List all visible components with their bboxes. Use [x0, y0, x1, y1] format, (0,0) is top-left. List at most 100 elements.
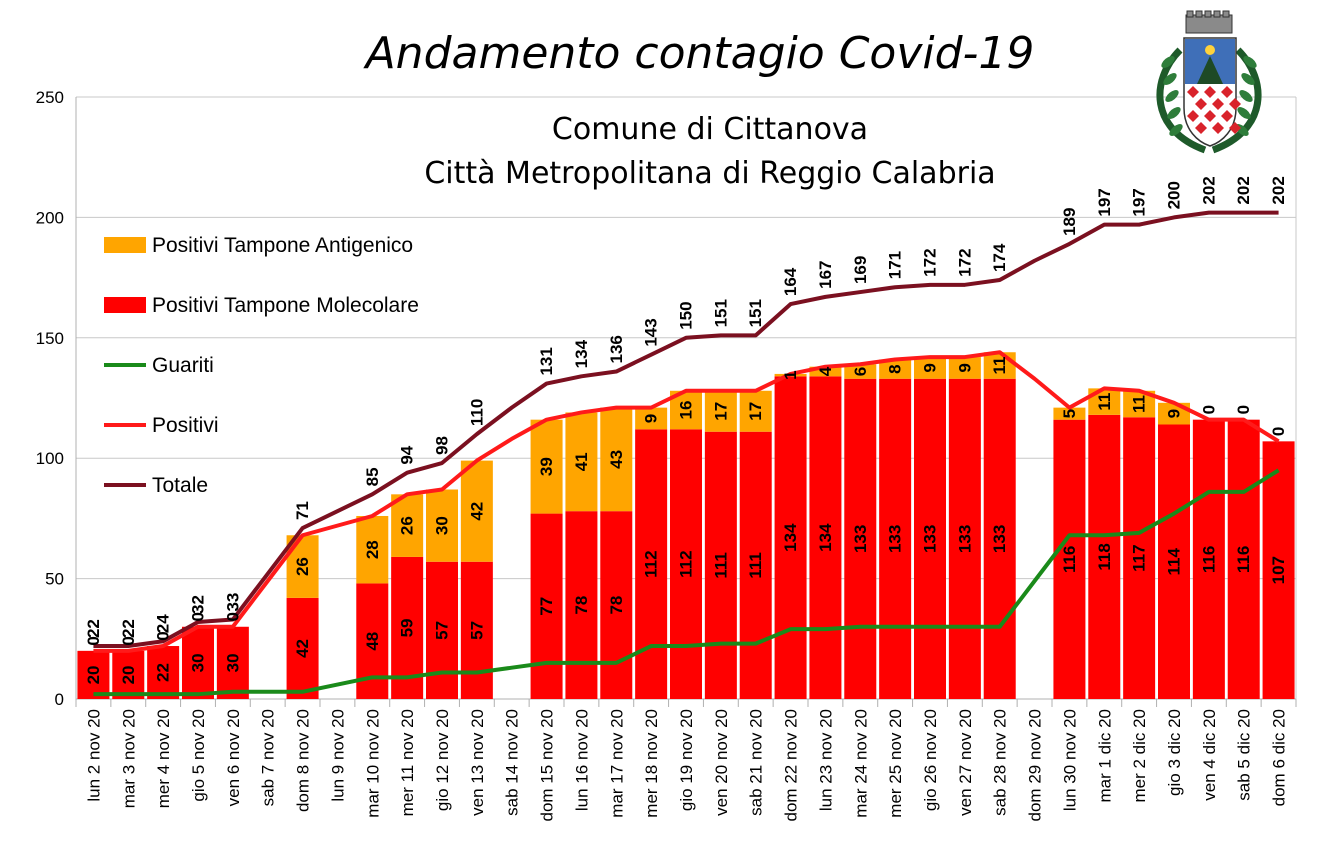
bar-molecolare: [1192, 419, 1225, 699]
data-label-molecolare: 133: [921, 525, 940, 553]
data-label-antigenico: 43: [607, 450, 626, 469]
data-label-molecolare: 112: [642, 550, 661, 577]
data-label-antigenico: 9: [921, 363, 940, 372]
bar-molecolare: [983, 378, 1016, 699]
coat-of-arms-emblem: [1156, 10, 1262, 154]
bar-molecolare: [635, 429, 668, 699]
data-label-molecolare: 111: [746, 552, 765, 579]
data-label-antigenico: 1: [781, 370, 800, 379]
data-label-molecolare: 133: [990, 525, 1009, 553]
bar-molecolare: [286, 597, 319, 699]
y-tick-label: 0: [55, 690, 64, 709]
data-label-molecolare: 107: [1269, 556, 1288, 584]
bar-antigenico: [565, 412, 598, 512]
data-label-antigenico: 17: [711, 402, 730, 421]
bar-molecolare: [1158, 424, 1190, 699]
y-tick-label: 250: [36, 88, 64, 107]
bar-antigenico: [983, 352, 1016, 379]
bar-molecolare: [216, 626, 249, 699]
bar-molecolare: [1053, 419, 1086, 699]
x-category-label: mar 1 dic 20: [1095, 709, 1114, 803]
bar-molecolare: [879, 378, 912, 699]
chart-subtitle-comune: Comune di Cittanova: [551, 112, 869, 147]
x-category-label: lun 23 nov 20: [816, 709, 835, 811]
chart-title: Andamento contagio Covid-19: [365, 28, 1035, 79]
x-category-label: lun 16 nov 20: [572, 709, 591, 811]
data-label-antigenico: 0: [1234, 405, 1253, 414]
data-label-totale: 151: [711, 299, 730, 327]
data-label-molecolare: 30: [223, 653, 242, 672]
x-category-label: mar 3 nov 20: [119, 709, 138, 808]
data-label-molecolare: 20: [119, 665, 138, 684]
legend-label: Positivi Tampone Antigenico: [152, 234, 413, 257]
data-label-antigenico: 26: [398, 516, 417, 535]
bar-antigenico: [600, 407, 633, 512]
bar-antigenico: [879, 359, 912, 379]
bar-antigenico: [1053, 407, 1086, 420]
bar-molecolare: [147, 646, 180, 699]
data-label-molecolare: 114: [1165, 547, 1184, 575]
x-category-label: mar 24 nov 20: [851, 709, 870, 818]
x-category-label: dom 8 nov 20: [294, 709, 313, 812]
x-category-label: sab 14 nov 20: [503, 709, 522, 816]
data-label-antigenico: 0: [1199, 405, 1218, 414]
data-label-antigenico: 6: [851, 367, 870, 376]
bar-molecolare: [1227, 419, 1260, 699]
bar-antigenico: [948, 357, 981, 379]
y-tick-label: 200: [36, 208, 64, 227]
data-label-totale: 172: [955, 248, 974, 276]
data-label-totale: 174: [990, 243, 1009, 272]
data-label-totale: 171: [886, 251, 905, 279]
data-label-molecolare: 133: [955, 525, 974, 553]
x-category-label: lun 9 nov 20: [328, 709, 347, 802]
bar-molecolare: [809, 376, 842, 699]
data-label-totale: 200: [1165, 181, 1184, 209]
data-label-totale: 85: [363, 467, 382, 486]
x-category-label: ven 6 nov 20: [224, 709, 243, 806]
data-label-molecolare: 133: [886, 525, 905, 553]
bar-molecolare: [77, 650, 110, 699]
data-label-molecolare: 116: [1234, 546, 1253, 573]
data-label-antigenico: 5: [1060, 409, 1079, 418]
data-label-totale: 22: [84, 619, 103, 638]
data-label-molecolare: 134: [816, 523, 835, 552]
data-label-totale: 71: [293, 501, 312, 520]
data-label-molecolare: 111: [711, 552, 730, 579]
bar-molecolare: [565, 511, 598, 699]
data-label-totale: 32: [189, 595, 208, 614]
data-label-antigenico: 0: [1269, 427, 1288, 436]
data-label-totale: 167: [816, 260, 835, 288]
bar-molecolare: [774, 376, 807, 699]
bar-antigenico: [356, 515, 389, 584]
data-label-antigenico: 42: [467, 502, 486, 521]
bar-molecolare: [670, 429, 702, 699]
data-label-antigenico: 0: [154, 631, 173, 640]
data-label-totale: 197: [1095, 188, 1114, 216]
data-label-antigenico: 39: [537, 457, 556, 476]
x-category-label: gio 12 nov 20: [433, 709, 452, 811]
data-label-totale: 151: [746, 299, 765, 327]
data-label-totale: 131: [537, 347, 556, 375]
bar-molecolare: [460, 561, 493, 699]
data-label-molecolare: 20: [84, 665, 103, 684]
bar-antigenico: [635, 407, 668, 430]
data-label-totale: 143: [642, 318, 661, 346]
bar-antigenico: [286, 535, 319, 598]
data-label-molecolare: 57: [467, 621, 486, 640]
legend-label: Totale: [152, 474, 208, 497]
x-category-label: sab 5 dic 20: [1235, 709, 1254, 801]
data-label-totale: 22: [119, 619, 138, 638]
data-label-molecolare: 118: [1095, 543, 1114, 570]
data-label-antigenico: 26: [293, 557, 312, 576]
bar-molecolare: [112, 650, 145, 699]
data-label-totale: 136: [607, 335, 626, 363]
bar-molecolare: [704, 431, 737, 699]
data-label-totale: 150: [677, 301, 696, 329]
y-tick-label: 50: [45, 570, 64, 589]
bar-molecolare: [600, 511, 633, 699]
data-label-antigenico: 0: [223, 612, 242, 621]
x-category-label: gio 26 nov 20: [921, 709, 940, 811]
data-label-molecolare: 57: [433, 621, 452, 640]
data-label-molecolare: 42: [293, 639, 312, 658]
